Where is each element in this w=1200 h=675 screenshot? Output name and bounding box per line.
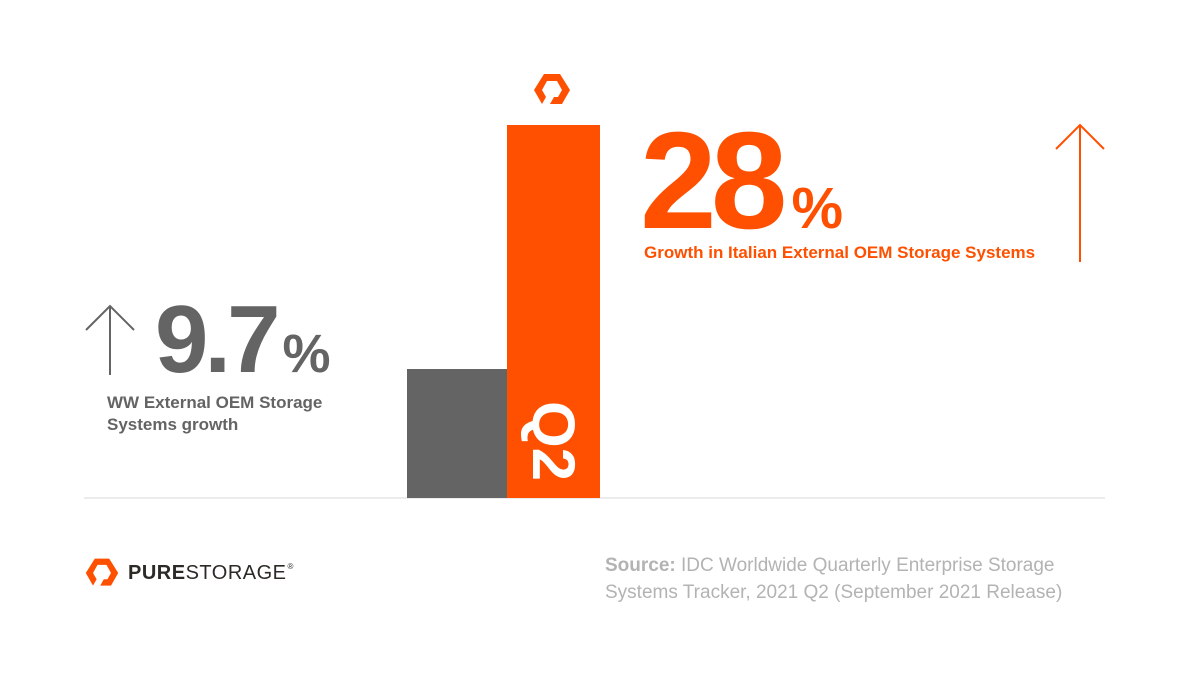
source-line2: Systems Tracker, 2021 Q2 (September 2021… <box>605 582 1063 603</box>
bar-italy <box>507 125 600 498</box>
pure-storage-logo-icon <box>534 74 570 104</box>
source-note: Source: IDC Worldwide Quarterly Enterpri… <box>605 552 1105 606</box>
bar-label-q2: Q2 <box>520 400 587 482</box>
pure-storage-logo: PURE STORAGE ® <box>84 556 294 590</box>
pure-storage-logo-icon <box>85 558 119 586</box>
ww-caption-line1: WW External OEM Storage <box>107 393 323 412</box>
ww-caption-line2: Systems growth <box>107 415 239 434</box>
arrow-up-icon <box>1055 123 1105 262</box>
ww-growth-unit: % <box>282 324 331 384</box>
ww-growth-caption: WW External OEM Storage Systems growth <box>107 392 367 436</box>
source-text-1: IDC Worldwide Quarterly Enterprise Stora… <box>675 555 1055 576</box>
arrow-up-icon <box>85 304 135 375</box>
logo-word-storage: STORAGE <box>185 562 287 584</box>
logo-word-pure: PURE <box>128 562 186 584</box>
ww-growth-value: 9.7% <box>155 292 330 388</box>
bar-ww <box>407 369 507 498</box>
logo-registered-mark: ® <box>287 562 294 571</box>
chart-baseline <box>84 497 1105 499</box>
logo-wordmark: PURE STORAGE ® <box>128 562 294 584</box>
italy-growth-caption: Growth in Italian External OEM Storage S… <box>644 243 1036 262</box>
italy-growth-unit: % <box>791 176 844 241</box>
italy-growth-value: 28% <box>640 112 843 250</box>
source-label: Source: <box>605 555 676 576</box>
italy-growth-number: 28 <box>640 104 787 258</box>
source-line1: Source: IDC Worldwide Quarterly Enterpri… <box>605 552 1105 579</box>
ww-growth-number: 9.7 <box>155 286 280 393</box>
